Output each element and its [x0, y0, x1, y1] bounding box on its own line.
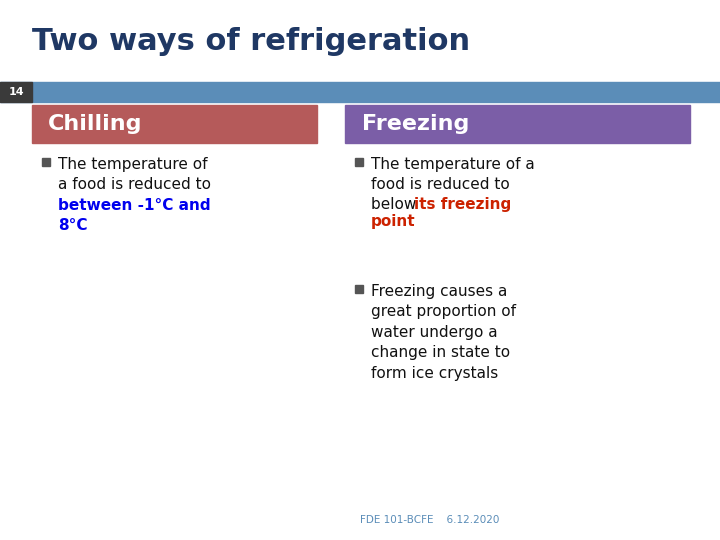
- Bar: [32, 105, 317, 143]
- Bar: [42, 158, 50, 166]
- Bar: [355, 158, 363, 166]
- Text: between -1°C and
8°C: between -1°C and 8°C: [58, 198, 211, 233]
- Text: Two ways of refrigeration: Two ways of refrigeration: [32, 28, 470, 57]
- Text: FDE 101-BCFE    6.12.2020: FDE 101-BCFE 6.12.2020: [360, 515, 500, 525]
- Text: 14: 14: [8, 87, 24, 97]
- Text: Freezing: Freezing: [362, 114, 469, 134]
- Bar: [0, 82, 720, 102]
- Bar: [345, 105, 690, 143]
- Text: The temperature of
a food is reduced to: The temperature of a food is reduced to: [58, 157, 211, 192]
- Text: point: point: [371, 214, 415, 229]
- Text: The temperature of a
food is reduced to: The temperature of a food is reduced to: [371, 157, 535, 192]
- Bar: [0, 82, 32, 102]
- Bar: [355, 285, 363, 293]
- Text: its freezing: its freezing: [414, 197, 511, 212]
- Text: Freezing causes a
great proportion of
water undergo a
change in state to
form ic: Freezing causes a great proportion of wa…: [371, 284, 516, 381]
- Text: Chilling: Chilling: [48, 114, 143, 134]
- Text: below: below: [371, 197, 421, 212]
